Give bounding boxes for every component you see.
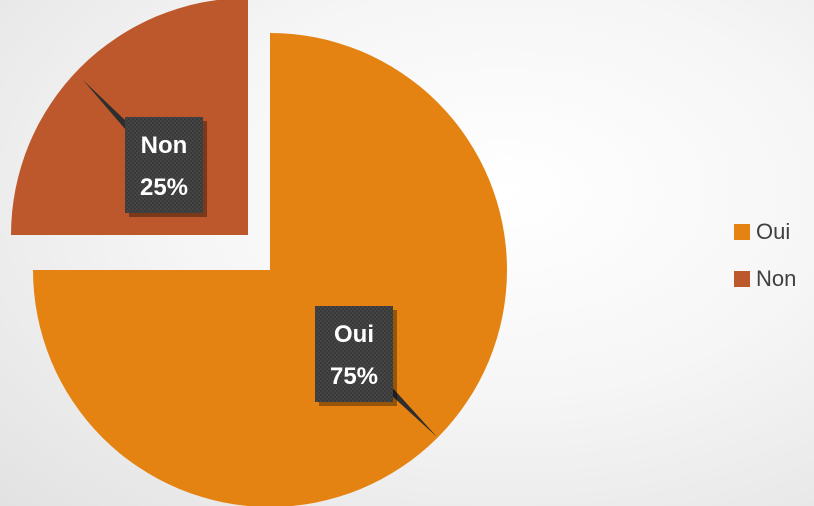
data-label-category: Non (141, 132, 188, 159)
data-label-category: Oui (334, 321, 374, 348)
data-label-percent: 75% (330, 363, 378, 390)
data-label-box (315, 306, 393, 402)
legend-swatch-oui (734, 224, 750, 240)
legend-label-oui: Oui (756, 219, 791, 244)
data-label-percent: 25% (140, 174, 188, 201)
chart-legend: Oui Non (734, 220, 814, 314)
data-label-non: Non 25% (83, 80, 207, 217)
legend-swatch-non (734, 271, 750, 287)
data-labels: Oui 75% Non 25% (83, 80, 437, 437)
data-label-box (125, 117, 203, 213)
data-label-oui: Oui 75% (315, 306, 437, 437)
pie-slices (11, 0, 507, 506)
legend-item-oui: Oui (734, 220, 814, 244)
legend-item-non: Non (734, 267, 814, 291)
legend-label-non: Non (756, 266, 797, 291)
